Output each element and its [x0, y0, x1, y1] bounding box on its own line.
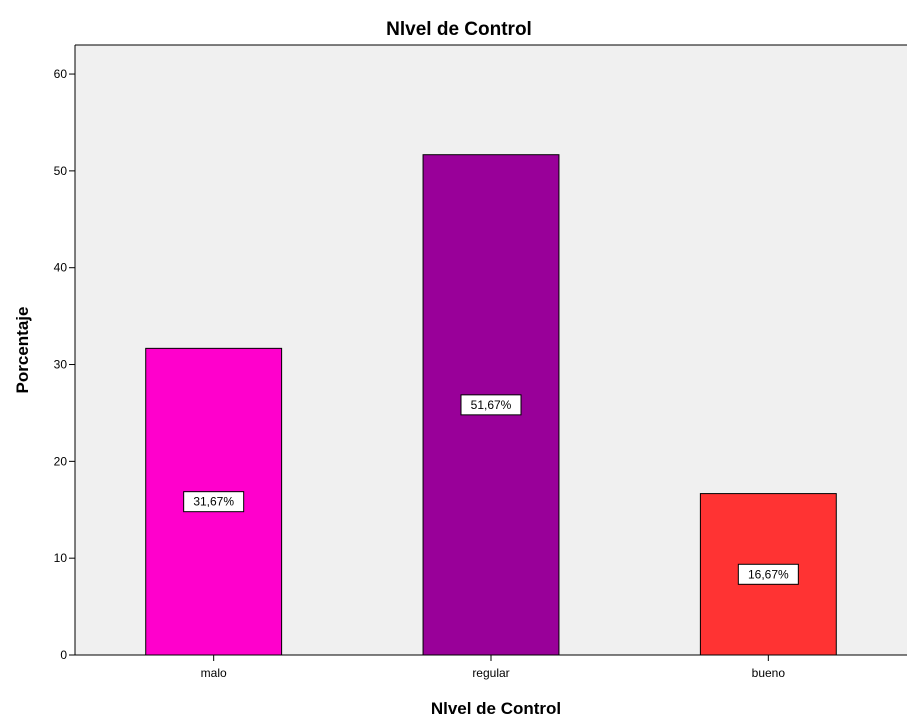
chart-title: Nlvel de Control: [386, 19, 532, 40]
x-tick-label: regular: [472, 666, 509, 680]
y-tick-label: 0: [60, 648, 67, 662]
y-tick-label: 10: [54, 551, 68, 565]
y-axis-title: Porcentaje: [13, 307, 32, 394]
data-label: 51,67%: [471, 398, 512, 412]
y-tick-label: 40: [54, 261, 68, 275]
data-label-box: [737, 563, 799, 585]
data-label: 16,67%: [748, 567, 789, 581]
data-label: 31,67%: [193, 495, 234, 509]
x-tick-label: bueno: [752, 666, 786, 680]
y-tick-label: 50: [54, 164, 68, 178]
x-tick-label: malo: [201, 666, 227, 680]
y-tick-label: 30: [54, 358, 68, 372]
y-tick-label: 60: [54, 67, 68, 81]
data-label-box: [460, 394, 522, 416]
data-label-box: [183, 491, 245, 513]
y-tick-label: 20: [54, 454, 68, 468]
x-axis-title: Nlvel de Control: [431, 699, 561, 718]
